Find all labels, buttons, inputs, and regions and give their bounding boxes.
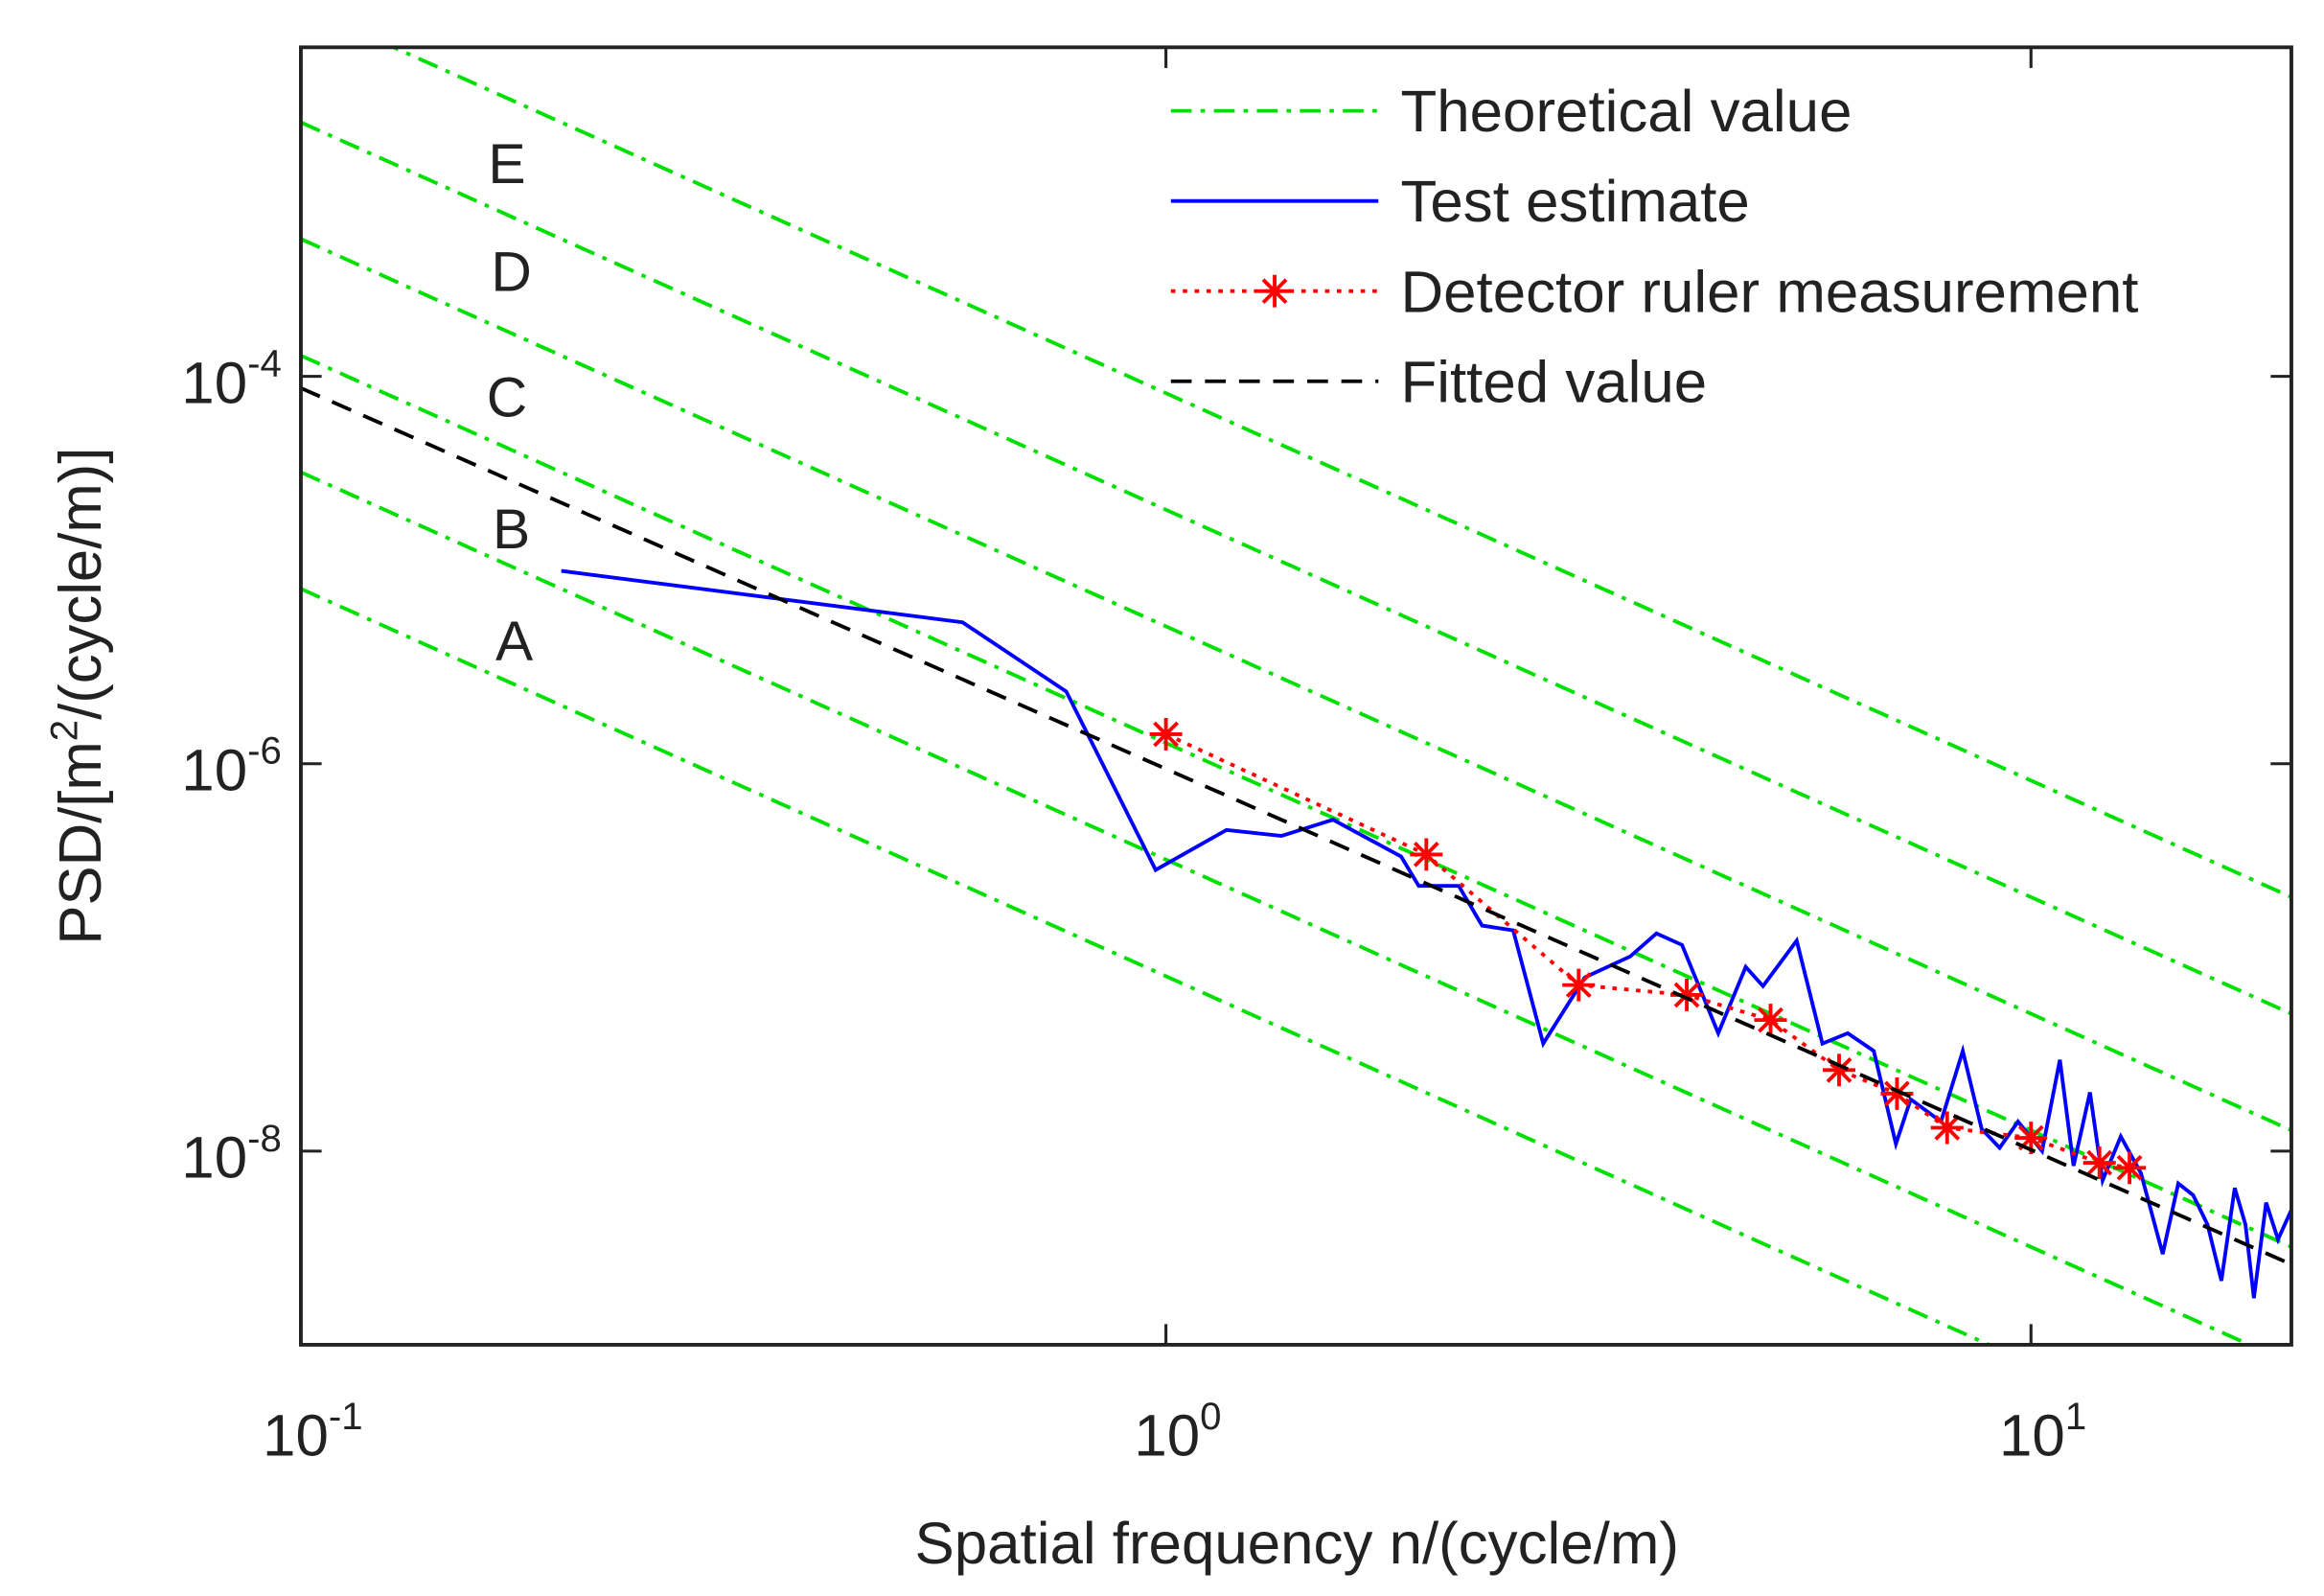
marker-shape — [1670, 979, 1704, 1011]
marker-shape — [1930, 1111, 1964, 1145]
theoretical-line — [300, 120, 2291, 1016]
marker — [1670, 979, 1704, 1011]
annotation: A — [495, 611, 534, 673]
series-line — [300, 386, 2291, 1266]
theoretical-line — [389, 47, 2291, 899]
x-tick-label: 10-1 — [263, 1395, 363, 1469]
series-line — [561, 568, 2291, 1299]
marker-shape — [1880, 1076, 1914, 1110]
legend-text: Test estimate — [1400, 169, 1749, 235]
marker — [2014, 1122, 2048, 1155]
marker — [1149, 718, 1183, 751]
marker-shape — [2014, 1122, 2048, 1155]
y-axis-title-part: /(cycle/m)] — [48, 448, 114, 720]
marker — [1258, 274, 1292, 308]
legend-text: Theoretical value — [1400, 79, 1852, 145]
axes-frame — [299, 45, 2293, 1347]
marker-shape — [1822, 1053, 1856, 1087]
marker-shape — [1754, 1004, 1787, 1037]
x-tick-label-base: 10 — [1999, 1403, 2065, 1469]
y-axis-title-part: PSD/[m — [48, 741, 114, 944]
marker-shape — [2082, 1146, 2116, 1180]
marker-shape — [1149, 718, 1183, 751]
y-tick-label-base: 10 — [181, 350, 247, 416]
marker — [1562, 968, 1596, 1002]
plot-area — [300, 47, 2291, 1345]
theoretical-line — [300, 237, 2291, 1132]
theoretical-line — [300, 587, 1994, 1345]
marker-shape — [1562, 968, 1596, 1002]
y-tick-label: 10-8 — [181, 1117, 282, 1191]
annotation: B — [493, 498, 530, 561]
annotation: D — [491, 242, 531, 304]
legend-text: Fitted value — [1400, 349, 1707, 415]
x-axis-title: Spatial frequency n/(cycle/m) — [914, 1511, 1678, 1577]
legend-item: Fitted value — [1170, 349, 1707, 415]
y-axis-title: PSD/[m2/(cycle/m)] — [42, 448, 114, 945]
theoretical-line — [300, 354, 2291, 1249]
x-tick-label-base: 10 — [1134, 1403, 1200, 1469]
x-tick-label: 101 — [1999, 1395, 2086, 1469]
marker — [2113, 1151, 2147, 1185]
marker — [1410, 838, 1443, 871]
x-tick-label: 100 — [1134, 1395, 1221, 1469]
y-tick-label-base: 10 — [181, 738, 247, 804]
x-tick-label-exponent: -1 — [329, 1395, 363, 1438]
y-tick-label-exponent: -8 — [247, 1117, 282, 1160]
x-tick-label-exponent: 1 — [2065, 1395, 2086, 1438]
marker-shape — [1258, 274, 1292, 308]
y-tick-label-exponent: -6 — [247, 729, 282, 773]
legend-item: Theoretical value — [1170, 79, 1852, 145]
marker-shape — [2113, 1151, 2147, 1185]
y-axis-title-sup: 2 — [42, 720, 85, 741]
y-tick-label: 10-6 — [181, 729, 282, 804]
marker — [1754, 1004, 1787, 1037]
y-tick-label-base: 10 — [181, 1125, 247, 1191]
marker — [1930, 1111, 1964, 1145]
x-tick-label-exponent: 0 — [1200, 1395, 1221, 1438]
y-tick-label: 10-4 — [181, 342, 282, 417]
annotation: E — [488, 133, 525, 196]
theoretical-line — [300, 470, 2254, 1345]
legend: Theoretical value Test estimate Detector r… — [1170, 79, 2138, 415]
marker-shape — [1410, 838, 1443, 871]
marker — [1822, 1053, 1856, 1087]
legend-item: Detector ruler measurement — [1170, 259, 2138, 325]
y-tick-label-exponent: -4 — [247, 342, 282, 385]
legend-text: Detector ruler measurement — [1400, 259, 2138, 325]
marker — [1880, 1076, 1914, 1110]
x-tick-label-base: 10 — [263, 1403, 329, 1469]
annotation: C — [487, 367, 527, 429]
legend-item: Test estimate — [1170, 169, 1750, 235]
marker — [2082, 1146, 2116, 1180]
